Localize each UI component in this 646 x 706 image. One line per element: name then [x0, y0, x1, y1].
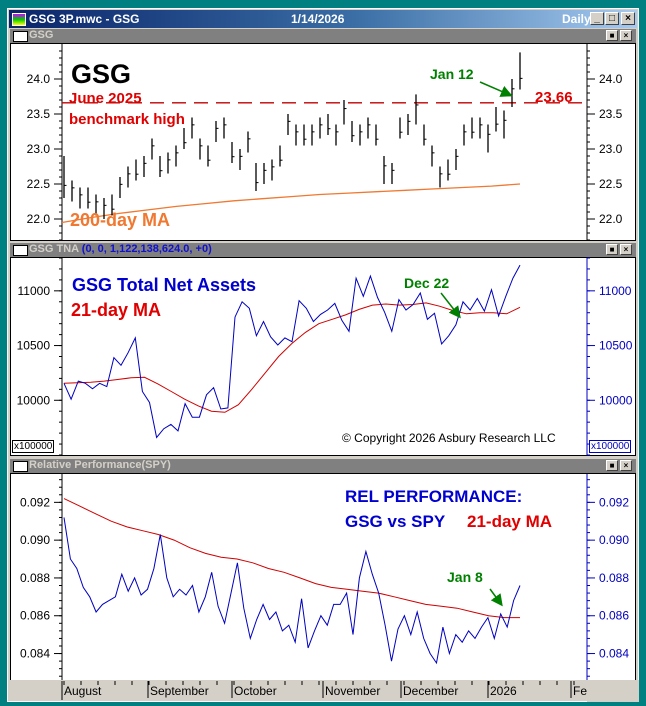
relperf-ma-label: 21-day MA — [467, 512, 552, 531]
y-tick-label-right: 10000 — [599, 393, 633, 407]
window-date: 1/14/2026 — [291, 12, 345, 26]
dec22-label: Dec 22 — [404, 275, 449, 291]
benchmark-label-1: June 2025 — [69, 90, 142, 107]
panel-header-tna: GSG TNA (0, 0, 1,122,138,624.0, +0) ■ × — [10, 243, 636, 257]
y-tick-label-left: 23.5 — [27, 107, 51, 121]
minimize-button[interactable]: _ — [590, 12, 604, 25]
panel-icon — [13, 31, 28, 42]
panel-title: Relative Performance(SPY) — [29, 459, 171, 471]
panel-maximize-button[interactable]: ■ — [606, 30, 618, 41]
panel-maximize-button[interactable]: ■ — [606, 244, 618, 255]
benchmark-level-label: 23.66 — [535, 89, 573, 106]
y-tick-label-right: 0.084 — [599, 647, 629, 661]
window-title: GSG 3P.mwc - GSG — [29, 12, 140, 26]
dec22-arrow — [440, 292, 461, 319]
x-axis-right-cover — [587, 680, 639, 702]
y-tick-label-right: 22.0 — [599, 212, 623, 226]
relperf-title-1: REL PERFORMANCE: — [345, 487, 522, 506]
y-tick-label-left: 10000 — [17, 393, 51, 407]
left-unit-label: x100000 — [12, 440, 55, 453]
relperf-line — [63, 517, 521, 665]
app-icon — [12, 13, 26, 26]
x-tick-label: Fe — [573, 684, 587, 698]
y-tick-label-left: 0.092 — [20, 495, 50, 509]
window-titlebar: GSG 3P.mwc - GSG 1/14/2026 Daily _ □ × — [9, 10, 637, 28]
y-tick-label-left: 0.088 — [20, 571, 50, 585]
y-tick-label-left: 0.090 — [20, 533, 50, 547]
y-tick-label-right: 11000 — [599, 284, 632, 298]
y-tick-label-right: 22.5 — [599, 177, 623, 191]
ma21-line — [63, 302, 521, 413]
panel-icon — [13, 461, 28, 472]
panel-title: GSG — [29, 29, 54, 41]
y-tick-label-left: 24.0 — [27, 72, 51, 86]
x-tick-label: September — [150, 684, 209, 698]
relperf-panel — [10, 473, 636, 681]
ma200-line — [61, 183, 521, 224]
price-panel — [10, 43, 636, 241]
y-tick-label-right: 10500 — [599, 339, 633, 353]
y-tick-label-right: 0.088 — [599, 571, 629, 585]
panel-maximize-button[interactable]: ■ — [606, 460, 618, 471]
y-tick-label-left: 23.0 — [27, 142, 51, 156]
panel-header-price: GSG ■ × — [10, 29, 636, 43]
y-tick-label-right: 0.086 — [599, 609, 629, 623]
y-tick-label-left: 0.086 — [20, 609, 50, 623]
jan12-arrow — [479, 81, 513, 97]
y-tick-label-right: 24.0 — [599, 72, 623, 86]
y-tick-label-left: 11000 — [18, 284, 51, 298]
panel-close-button[interactable]: × — [620, 244, 632, 255]
panel-close-button[interactable]: × — [620, 460, 632, 471]
panel-close-button[interactable]: × — [620, 30, 632, 41]
tna-line — [63, 264, 521, 439]
y-tick-label-left: 22.5 — [27, 177, 51, 191]
jan12-label: Jan 12 — [430, 66, 474, 82]
period-label: Daily — [562, 12, 591, 26]
tna-title: GSG Total Net Assets — [72, 275, 256, 295]
x-tick-label: August — [64, 684, 102, 698]
panel-title-wrap: GSG TNA (0, 0, 1,122,138,624.0, +0) — [29, 243, 212, 255]
x-tick-label: December — [403, 684, 458, 698]
panel-header-relperf: Relative Performance(SPY) ■ × — [10, 459, 636, 473]
y-tick-label-left: 0.084 — [20, 647, 50, 661]
x-tick-label: October — [234, 684, 277, 698]
y-tick-label-left: 22.0 — [27, 212, 51, 226]
right-unit-label: x100000 — [589, 440, 632, 453]
panel-subtitle: (0, 0, 1,122,138,624.0, +0) — [81, 243, 212, 255]
ma21-line — [63, 498, 520, 619]
y-tick-label-right: 0.092 — [599, 495, 629, 509]
symbol-label: GSG — [71, 59, 131, 89]
close-button[interactable]: × — [621, 12, 635, 25]
y-tick-label-left: 10500 — [17, 339, 51, 353]
benchmark-label-2: benchmark high — [69, 111, 185, 128]
y-tick-label-right: 23.0 — [599, 142, 623, 156]
y-tick-label-right: 23.5 — [599, 107, 623, 121]
jan8-arrow — [489, 588, 503, 607]
x-tick-label: November — [325, 684, 380, 698]
panel-icon — [13, 245, 28, 256]
tna-ma-label: 21-day MA — [71, 300, 161, 320]
x-tick-label: 2026 — [490, 684, 517, 698]
tna-panel — [10, 257, 636, 456]
maximize-button[interactable]: □ — [605, 12, 619, 25]
jan8-label: Jan 8 — [447, 569, 483, 585]
ma200-label: 200-day MA — [70, 210, 170, 230]
relperf-title-2: GSG vs SPY — [345, 512, 446, 531]
panel-title: GSG TNA — [29, 243, 79, 255]
y-tick-label-right: 0.090 — [599, 533, 629, 547]
copyright-text: © Copyright 2026 Asbury Research LLC — [342, 431, 556, 445]
